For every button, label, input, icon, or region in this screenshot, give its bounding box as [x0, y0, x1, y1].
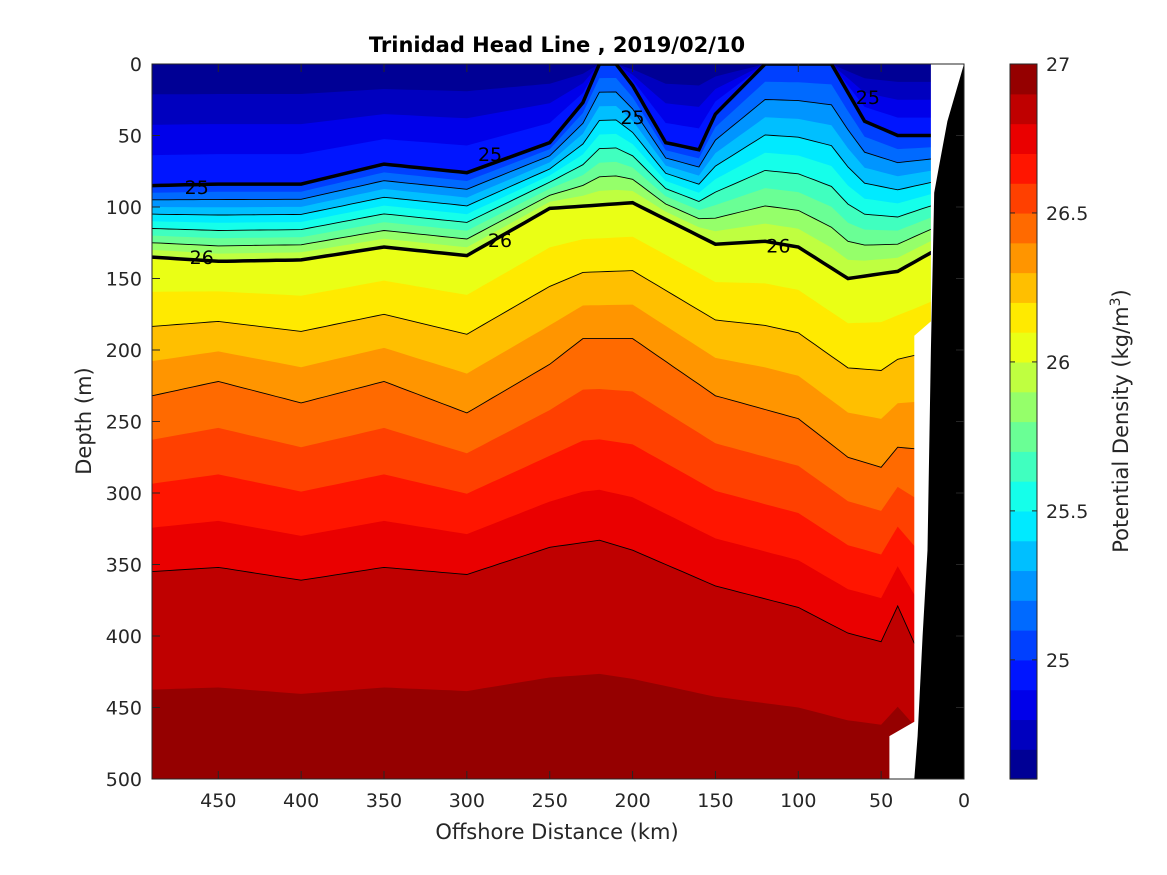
contour-label: 25	[620, 107, 644, 129]
contour-label-text: 25	[185, 177, 209, 199]
x-tick-label: 200	[614, 790, 650, 812]
y-tick-label: 100	[106, 197, 142, 219]
colorbar-swatch	[1010, 93, 1037, 125]
colorbar-frame	[1009, 63, 1038, 780]
contour-label-text: 26	[766, 236, 790, 258]
colorbar-swatch	[1010, 123, 1037, 154]
x-tick-label: 300	[449, 790, 485, 812]
colorbar-swatch	[1010, 153, 1037, 184]
y-tick-label: 200	[106, 340, 142, 362]
colorbar-swatch	[1010, 361, 1037, 393]
density-bands	[152, 64, 964, 779]
isopycnal-thin	[152, 338, 964, 468]
plot-area: 25 25 25 25 26 26 26	[152, 64, 964, 779]
colorbar-swatch	[1010, 391, 1037, 423]
contour-label: 26	[766, 236, 790, 258]
contour-label: 25	[478, 144, 502, 166]
colorbar-swatch	[1010, 510, 1037, 542]
y-tick-label: 500	[106, 769, 142, 791]
colorbar-swatch	[1010, 630, 1037, 661]
x-axis-ticks: 450 400 350 300 250 200 150 100 50 0	[200, 64, 970, 812]
y-axis-label: Depth (m)	[72, 367, 96, 474]
y-tick-label: 350	[106, 555, 142, 577]
contour-label: 25	[856, 87, 880, 109]
colorbar-swatch	[1010, 421, 1037, 452]
contour-labels: 25 25 25 25 26 26 26	[185, 87, 880, 269]
colorbar-swatch	[1010, 540, 1037, 572]
colorbar-swatch	[1010, 332, 1037, 363]
y-tick-label: 250	[106, 412, 142, 434]
contour-label: 26	[190, 247, 214, 269]
isopycnal-thin	[152, 119, 964, 216]
colorbar-swatch	[1010, 481, 1037, 512]
isopycnal-thin	[152, 270, 964, 371]
isopycnal-thin	[152, 175, 964, 247]
y-tick-label: 450	[106, 698, 142, 720]
isopycnal-lines	[152, 64, 964, 644]
contour-label-text: 25	[620, 107, 644, 129]
x-tick-label: 450	[200, 790, 236, 812]
colorbar-swatch	[1010, 272, 1037, 303]
colorbar-swatch	[1010, 212, 1037, 244]
x-tick-label: 50	[869, 790, 893, 812]
chart-title: Trinidad Head Line , 2019/02/10	[369, 33, 745, 57]
colorbar-tick-label: 27	[1046, 54, 1070, 76]
contour-label-text: 26	[488, 230, 512, 252]
contour-label-text: 25	[478, 144, 502, 166]
x-tick-label: 400	[283, 790, 319, 812]
colorbar-label-superscript: 3	[1108, 297, 1124, 306]
contour-label-text: 26	[190, 247, 214, 269]
x-axis-label: Offshore Distance (km)	[435, 820, 678, 844]
colorbar-tick-label: 26	[1046, 352, 1070, 374]
colorbar-swatch	[1010, 64, 1037, 95]
colorbar-tick-label: 25	[1046, 650, 1070, 672]
contour-label: 25	[185, 177, 209, 199]
y-axis-ticks: 0 50 100 150 200 250 300 350 400 450 500	[106, 54, 964, 791]
colorbar-swatch	[1010, 183, 1037, 214]
isopycnal-thin	[152, 147, 964, 231]
colorbar-swatch	[1010, 749, 1037, 780]
x-tick-label: 350	[366, 790, 402, 812]
y-tick-label: 400	[106, 626, 142, 648]
colorbar-swatch	[1010, 302, 1037, 333]
colorbar-tick-label: 26.5	[1046, 203, 1088, 225]
colorbar-swatch	[1010, 451, 1037, 482]
contour-label: 26	[488, 230, 512, 252]
y-tick-label: 150	[106, 269, 142, 291]
colorbar-swatch	[1010, 570, 1037, 601]
colorbar-ticks: 25 25.5 26 26.5 27	[1010, 54, 1088, 672]
y-tick-label: 300	[106, 483, 142, 505]
y-tick-label: 50	[118, 126, 142, 148]
colorbar-label-main: Potential Density (kg/m	[1109, 306, 1133, 552]
colorbar-swatch	[1010, 659, 1037, 691]
isopycnal-thin	[152, 539, 964, 644]
bottom-topography	[889, 64, 964, 779]
seafloor	[914, 64, 964, 779]
colorbar-label-end: )	[1109, 289, 1133, 297]
colorbar-swatch	[1010, 600, 1037, 631]
x-tick-label: 100	[780, 790, 816, 812]
colorbar-swatch	[1010, 242, 1037, 274]
x-tick-label: 250	[532, 790, 568, 812]
isopycnal-bold	[152, 64, 964, 188]
colorbar-label: Potential Density (kg/m3)	[1108, 289, 1133, 553]
y-tick-label: 0	[130, 54, 142, 76]
x-tick-label: 150	[697, 790, 733, 812]
isopycnal-bold	[152, 200, 964, 281]
x-tick-label: 0	[958, 790, 970, 812]
colorbar-swatch	[1010, 689, 1037, 721]
colorbar	[1010, 64, 1037, 780]
colorbar-tick-label: 25.5	[1046, 501, 1088, 523]
isopycnal-thin	[152, 91, 964, 201]
contour-label-text: 25	[856, 87, 880, 109]
density-band	[152, 673, 964, 779]
colorbar-swatch	[1010, 719, 1037, 750]
